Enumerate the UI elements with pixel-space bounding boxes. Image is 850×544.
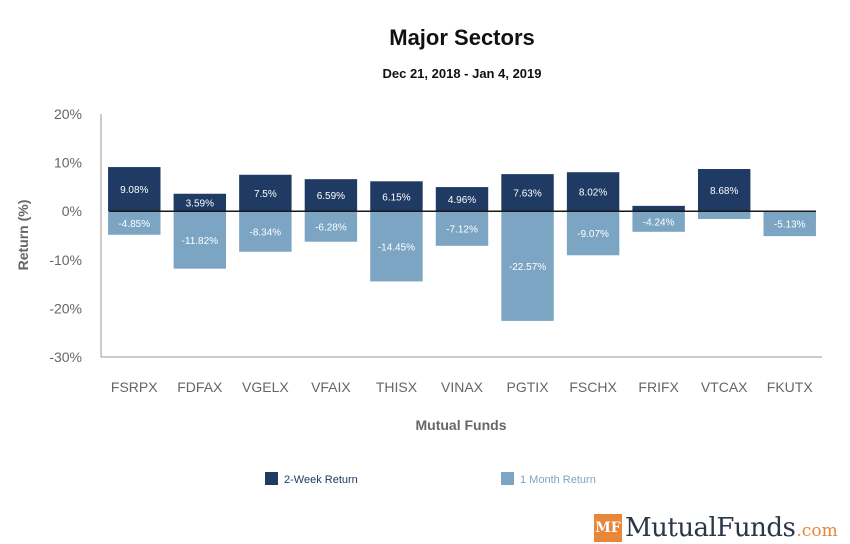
bar-two-week-vgelx: [239, 174, 292, 212]
data-label: 9.08%: [120, 185, 148, 196]
x-tick-label: PGTIX: [507, 379, 550, 395]
x-tick-label: VTCAX: [701, 379, 748, 395]
bar-one-month-vtcax: [697, 211, 751, 219]
bar-one-month-fsrpx: [108, 211, 161, 235]
x-tick-label: VGELX: [242, 379, 289, 395]
legend-swatch: [501, 472, 514, 485]
y-tick-label: 10%: [54, 155, 82, 171]
bar-two-week-frifx: [632, 205, 685, 212]
y-tick-label: -20%: [49, 300, 82, 316]
x-tick-label: FDFAX: [177, 379, 223, 395]
bar-two-week-thisx: [370, 181, 423, 212]
bar-one-month-frifx: [632, 211, 685, 232]
x-tick-label: THISX: [376, 379, 418, 395]
bar-two-week-fsrpx: [108, 167, 161, 212]
legend-swatch: [265, 472, 278, 485]
bar-one-month-fkutx: [763, 211, 816, 237]
data-label: -11.82%: [182, 236, 219, 247]
y-tick-label: -30%: [49, 349, 82, 365]
chart-title: Major Sectors: [389, 25, 535, 50]
bar-one-month-vfaix: [304, 211, 358, 242]
data-label: -14.45%: [378, 242, 415, 253]
data-label: 8.02%: [579, 188, 607, 199]
legend-label: 2-Week Return: [284, 474, 358, 486]
data-label: 7.5%: [254, 189, 277, 200]
bar-one-month-thisx: [370, 211, 423, 282]
data-label: -4.85%: [118, 219, 150, 230]
data-label: 4.96%: [448, 195, 476, 206]
data-label: -9.07%: [577, 229, 609, 240]
x-tick-label: VINAX: [441, 379, 484, 395]
chart-subtitle: Dec 21, 2018 - Jan 4, 2019: [382, 66, 541, 81]
y-tick-label: 0%: [62, 203, 82, 219]
mutualfunds-logo: MF MutualFunds .com: [594, 513, 838, 543]
data-label: -6.28%: [315, 222, 347, 233]
bar-two-week-vinax: [435, 187, 489, 212]
bar-one-month-pgtix: [501, 211, 554, 321]
data-label: -22.57%: [509, 262, 546, 273]
legend: 2-Week Return 1 Month Return: [265, 472, 596, 486]
y-axis-ticks: 20% 10% 0% -10% -20% -30%: [49, 106, 82, 365]
x-tick-label: FRIFX: [638, 379, 679, 395]
x-tick-label: VFAIX: [311, 379, 351, 395]
logo-name: MutualFunds: [625, 513, 796, 543]
logo-tld: .com: [796, 521, 838, 541]
data-label: 6.15%: [382, 192, 410, 203]
data-label: 8.68%: [710, 186, 738, 197]
data-label: -7.12%: [446, 225, 478, 236]
bar-one-month-vinax: [435, 211, 489, 246]
bar-two-week-vtcax: [697, 169, 751, 212]
y-axis-title: Return (%): [15, 200, 31, 271]
bar-one-month-vgelx: [239, 211, 292, 252]
bar-two-week-fschx: [566, 172, 620, 212]
data-label: 3.59%: [186, 198, 214, 209]
data-label: 6.59%: [317, 191, 345, 202]
legend-label: 1 Month Return: [520, 474, 596, 486]
y-tick-label: 20%: [54, 106, 82, 122]
bar-one-month-fschx: [566, 211, 620, 256]
x-tick-label: FKUTX: [767, 379, 814, 395]
data-label: -4.24%: [643, 218, 675, 229]
bar-two-week-pgtix: [501, 174, 554, 212]
x-axis-title: Mutual Funds: [416, 417, 507, 433]
bar-two-week-vfaix: [304, 179, 358, 212]
data-label: -5.13%: [774, 220, 806, 231]
logo-mark: MF: [594, 514, 622, 542]
x-axis-categories: FSRPX FDFAX VGELX VFAIX THISX VINAX PGTIX FSCHX…: [111, 379, 813, 395]
data-label: 7.63%: [513, 189, 541, 200]
x-tick-label: FSCHX: [569, 379, 617, 395]
bars: [108, 167, 816, 321]
data-label: -8.34%: [250, 227, 282, 238]
bar-two-week-fdfax: [173, 193, 227, 212]
x-tick-label: FSRPX: [111, 379, 158, 395]
y-tick-label: -10%: [49, 252, 82, 268]
bar-one-month-fdfax: [173, 211, 227, 269]
data-labels: 9.08% -4.85% 3.59% -11.82% 7.5% -8.34% 6.59% -6…: [118, 185, 805, 273]
